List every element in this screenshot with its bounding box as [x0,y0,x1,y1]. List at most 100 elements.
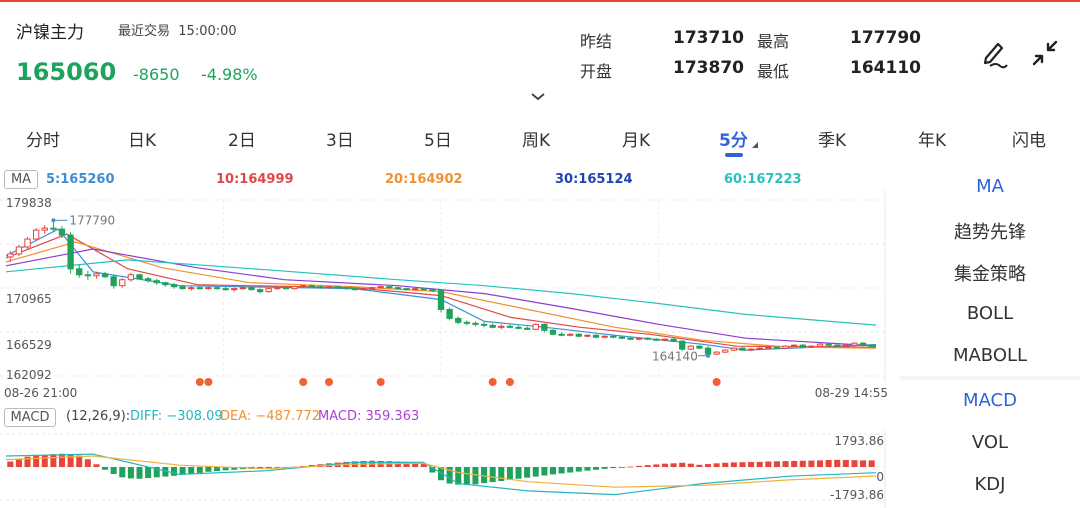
ma-indicator-tag[interactable]: MA [4,170,38,189]
macd-bar [446,467,453,484]
candle-body [170,284,178,288]
macd-bar [489,467,496,483]
tab-day-k[interactable]: 日K [128,131,157,151]
candle [799,344,806,349]
candle-body [859,342,867,346]
candle [144,276,152,283]
candle [420,287,427,291]
candle-body [653,338,660,341]
macd-bar [601,467,608,469]
candle-body [110,276,117,287]
macd-bar [76,455,83,467]
candle-body [480,323,488,326]
candle [231,287,238,292]
macd-chart[interactable]: 1793.86 0 -1793.86 [0,430,900,508]
macd-bar [739,462,746,467]
tab-3day[interactable]: 3日 [326,131,354,151]
tab-flash[interactable]: 闪电 [1012,131,1046,151]
candle [825,343,832,347]
candle-body [101,273,109,278]
candle [541,323,548,333]
candle [368,286,376,290]
candle-body [506,325,514,328]
indicator-ma[interactable]: MA [976,176,1004,197]
indicator-sidebar: MA 趋势先锋 集金策略 BOLL MABOLL MACD VOL KDJ [900,166,1080,508]
macd-bar [515,467,522,479]
macd-bar [541,467,548,476]
candle-body [765,346,772,349]
macd-bar [825,460,832,467]
macd-bar [851,460,858,467]
indicator-kdj[interactable]: KDJ [974,474,1006,495]
candle-body [239,287,247,290]
indicator-macd[interactable]: MACD [963,390,1017,411]
candle [300,284,307,288]
candle [15,245,23,256]
candle-body [179,286,186,290]
chevron-down-icon[interactable] [530,92,546,102]
candle-body [816,343,824,347]
candle [567,333,574,337]
candle [429,288,436,292]
macd-bar [196,467,203,473]
collapse-arrows-icon[interactable] [1030,38,1060,68]
indicator-maboll[interactable]: MABOLL [952,345,1028,366]
candle-body [360,288,367,291]
candle [239,286,247,290]
indicator-boll[interactable]: BOLL [966,303,1014,324]
signal-dot [712,378,721,386]
candle [127,272,135,282]
indicator-vol[interactable]: VOL [971,432,1009,453]
tab-2day[interactable]: 2日 [228,131,256,151]
low-annotation: 164140 [652,350,711,364]
candle [558,332,565,337]
candle-body [291,286,298,290]
candle-body [825,343,832,346]
tab-timeshare[interactable]: 分时 [26,131,60,151]
candle-body [799,344,806,348]
macd-bottom-label: -1793.86 [830,488,884,502]
indicator-gold-strategy[interactable]: 集金策略 [954,264,1026,285]
candle-body [696,345,703,349]
tab-5day[interactable]: 5日 [424,131,452,151]
tab-week-k[interactable]: 周K [522,131,551,151]
draw-pen-icon[interactable] [980,36,1010,70]
candle [222,286,229,291]
prev-settle-value: 173710 [673,28,744,48]
macd-bar [33,455,40,467]
candle [523,326,531,331]
candle-body [618,336,626,339]
low-value: 164110 [850,58,921,78]
macd-bar [670,463,677,467]
candle-body [592,334,600,338]
candle-body [93,273,100,277]
candle-body [411,288,419,291]
candle [592,334,600,339]
tab-quarter-k[interactable]: 季K [818,131,847,151]
ma60-value: 60:167223 [724,172,802,187]
macd-bar [618,467,625,468]
candle-body [222,288,229,291]
macd-bar [403,461,410,467]
candle [411,287,419,291]
candle [635,337,643,341]
macd-bar [791,460,798,467]
tab-more-triangle-icon[interactable] [752,142,758,148]
candle [248,286,255,291]
macd-bar [834,459,841,467]
tab-year-k[interactable]: 年K [918,131,947,151]
candle-body [196,287,203,290]
candle-body [670,338,677,342]
candle-body [136,274,143,280]
candle-body [24,238,31,248]
candle [386,285,393,289]
indicator-trend-pioneer[interactable]: 趋势先锋 [954,222,1026,243]
candle [351,287,359,291]
candle [446,307,453,321]
kline-chart[interactable]: 179838 170965 166529 162092 08-26 21:00 … [0,190,900,402]
high-value: 177790 [850,28,921,48]
tab-month-k[interactable]: 月K [622,131,651,151]
macd-dea-value: DEA: −487.772 [220,409,321,424]
macd-indicator-tag[interactable]: MACD [4,408,56,427]
tab-5min[interactable]: 5分 [719,131,748,151]
